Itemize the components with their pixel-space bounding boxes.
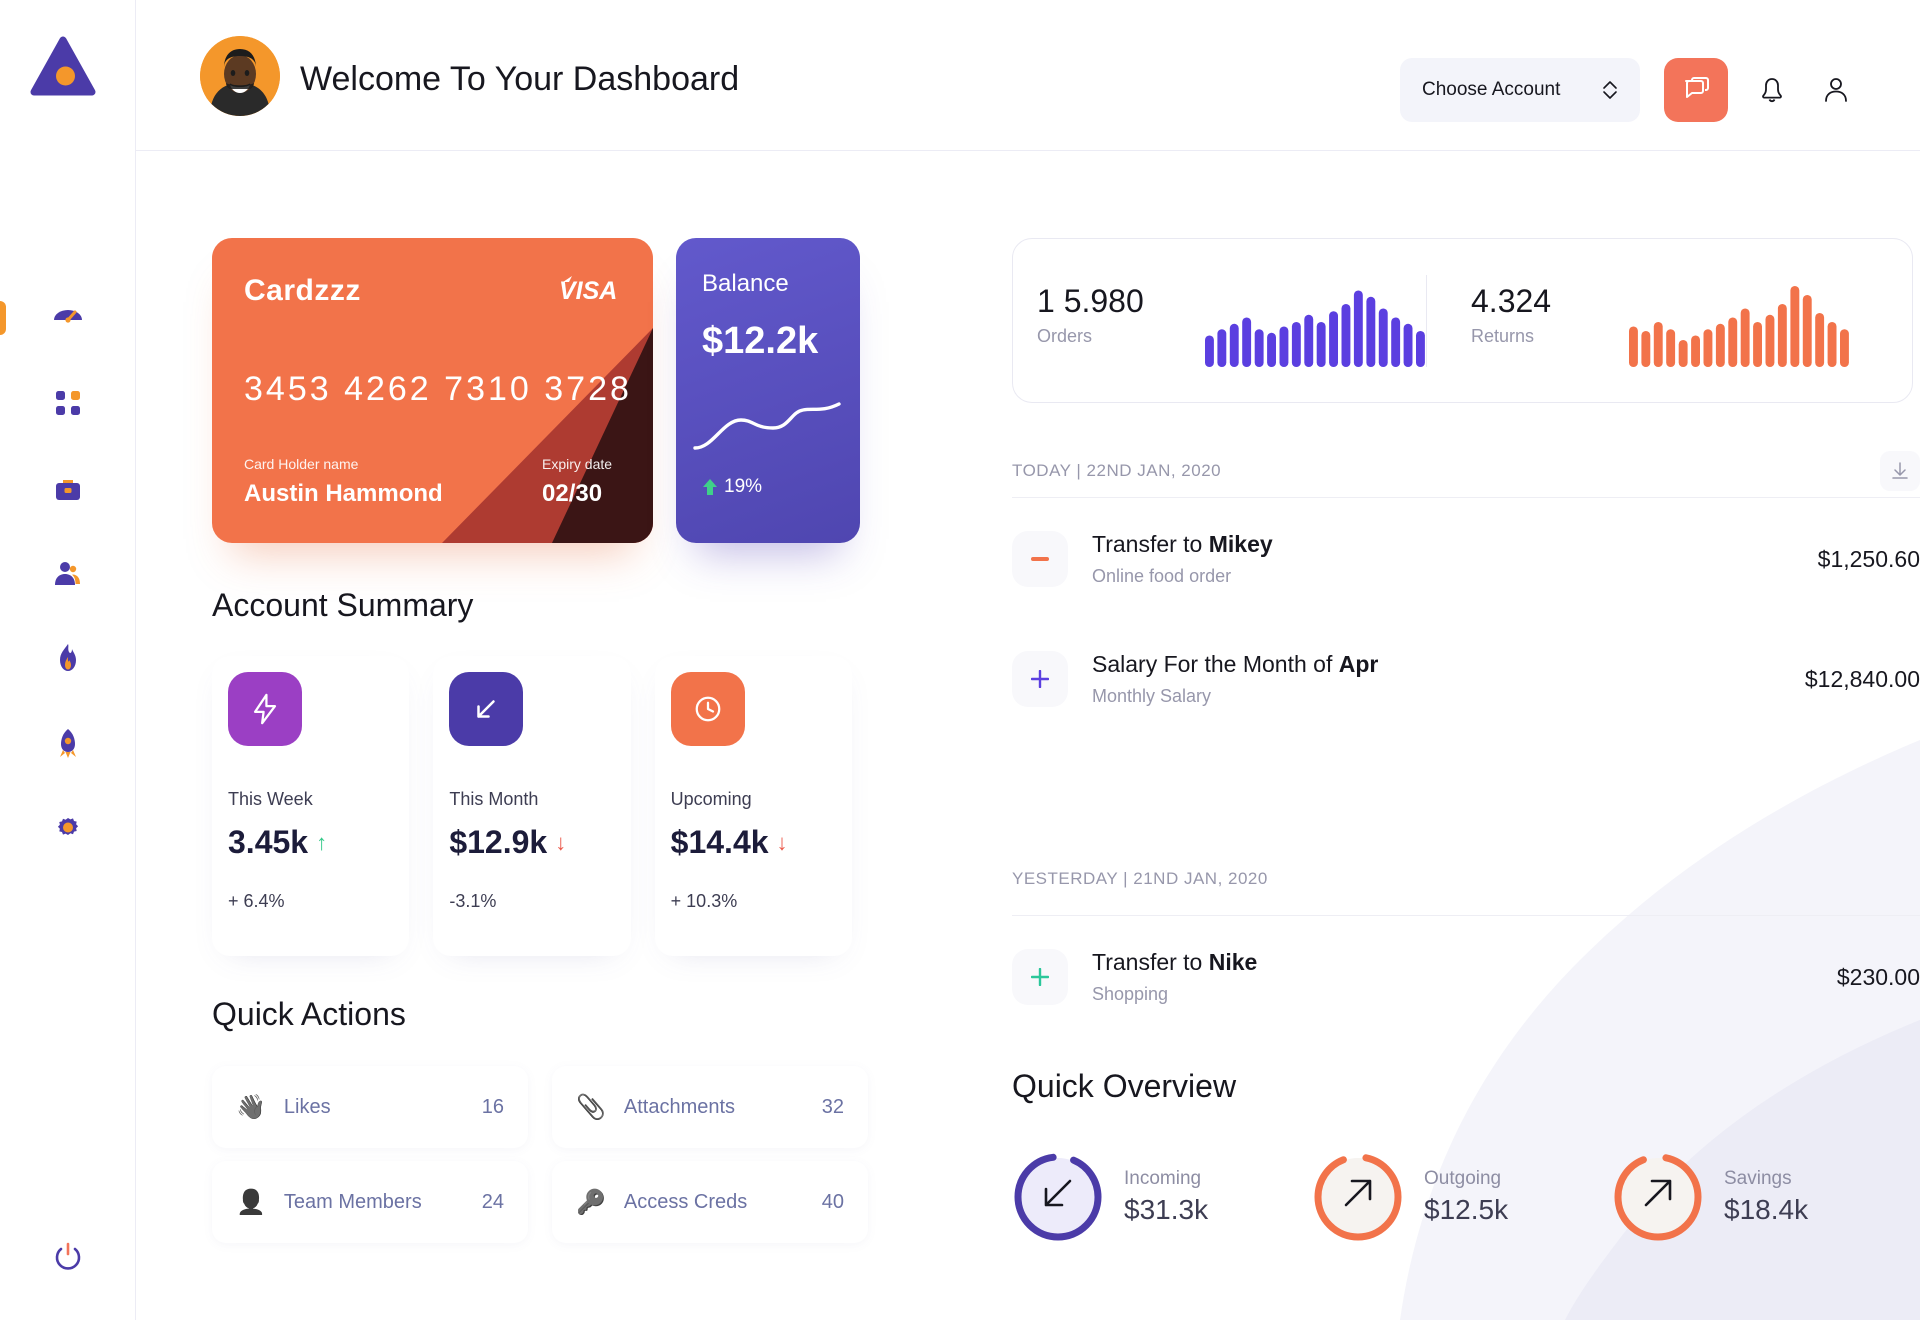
svg-text:VISA: VISA	[559, 277, 617, 304]
